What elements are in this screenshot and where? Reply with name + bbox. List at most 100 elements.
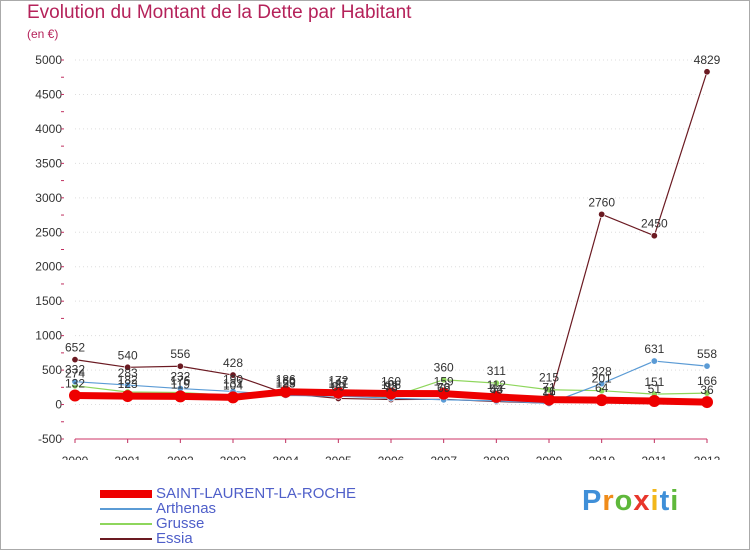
data-label: 190 xyxy=(223,372,243,386)
data-label: 311 xyxy=(487,364,506,378)
data-point xyxy=(124,381,132,389)
y-tick-label: 2500 xyxy=(35,225,62,239)
x-tick-label: 2011 xyxy=(641,454,667,460)
legend-swatch-saint-laurent xyxy=(100,490,152,498)
data-label: 186 xyxy=(276,373,296,387)
data-label: 159 xyxy=(434,375,454,389)
data-point xyxy=(385,387,397,400)
data-label: 64 xyxy=(595,381,609,395)
x-tick-label: 2000 xyxy=(62,454,89,460)
data-point xyxy=(176,362,184,370)
data-label: 2760 xyxy=(588,195,615,209)
data-label: 43 xyxy=(490,383,504,397)
x-tick-label: 2004 xyxy=(272,454,299,460)
data-label: 160 xyxy=(381,375,401,389)
data-label: 106 xyxy=(381,378,401,392)
y-tick-label: 2000 xyxy=(35,260,62,274)
data-label: 123 xyxy=(118,377,138,391)
data-label: 4829 xyxy=(694,53,721,67)
data-label: 283 xyxy=(118,366,138,380)
y-tick-label: 4500 xyxy=(35,87,62,101)
data-point xyxy=(332,386,345,399)
y-tick-label: 3500 xyxy=(35,156,62,170)
data-point xyxy=(650,232,658,240)
data-point xyxy=(595,394,608,407)
data-point xyxy=(545,386,553,394)
data-label: 166 xyxy=(697,374,717,388)
series-layer xyxy=(69,68,713,409)
legend-label-grusse: Grusse xyxy=(156,515,205,532)
data-point xyxy=(440,376,448,384)
data-label: 89 xyxy=(332,379,346,393)
x-tick-label: 2008 xyxy=(483,454,510,460)
data-label: 129 xyxy=(276,377,296,391)
data-point xyxy=(279,385,292,398)
data-point xyxy=(174,390,187,403)
x-tick-label: 2009 xyxy=(536,454,563,460)
data-label: 215 xyxy=(539,371,559,385)
x-tick-label: 2007 xyxy=(430,454,457,460)
data-point xyxy=(71,378,79,386)
data-point xyxy=(227,391,239,404)
proxiti-logo: Proxiti xyxy=(582,485,680,517)
x-tick-label: 2002 xyxy=(167,454,194,460)
legend-label-arthenas: Arthenas xyxy=(156,500,217,517)
data-point xyxy=(69,389,81,402)
data-label: 131 xyxy=(223,377,243,391)
x-tick-label: 2005 xyxy=(325,454,352,460)
y-tick-label: 0 xyxy=(55,398,62,412)
x-tick-label: 2012 xyxy=(694,454,721,460)
data-point xyxy=(492,379,500,387)
data-point xyxy=(229,371,237,379)
data-label: 328 xyxy=(592,365,612,379)
x-tick-label: 2010 xyxy=(588,454,615,460)
data-point xyxy=(437,387,450,400)
data-point xyxy=(703,362,711,370)
y-tick-label: -500 xyxy=(38,432,62,446)
data-label: 76 xyxy=(437,380,451,394)
chart-subtitle: (en €) xyxy=(27,27,59,41)
data-label: 540 xyxy=(118,348,138,362)
data-point xyxy=(598,387,606,395)
data-point xyxy=(121,390,134,403)
data-label: 73 xyxy=(384,381,398,395)
data-label: 428 xyxy=(223,356,243,370)
legend-label-saint-laurent: SAINT-LAURENT-LA-ROCHE xyxy=(156,485,357,502)
data-label: 360 xyxy=(434,361,454,375)
data-labels: 652 540 556 428 2760 2450 4829 360 311 328 631 558 3… xyxy=(65,53,721,399)
legend-swatch-arthenas xyxy=(100,508,152,510)
data-label: 121 xyxy=(328,377,348,391)
data-point xyxy=(490,390,503,403)
chart-title: Evolution du Montant de la Dette par Hab… xyxy=(27,2,412,23)
y-tick-label: 1500 xyxy=(35,294,62,308)
data-label: 160 xyxy=(276,375,296,389)
axes: 5000450040003500300025002000150010005000… xyxy=(35,53,720,460)
data-label: 182 xyxy=(118,373,138,387)
data-label: 133 xyxy=(276,376,296,390)
data-label: 69 xyxy=(437,381,451,395)
data-point xyxy=(598,380,606,388)
data-label: 132 xyxy=(65,376,85,390)
y-tick-label: 4000 xyxy=(35,122,62,136)
x-tick-label: 2006 xyxy=(378,454,405,460)
data-label: 2450 xyxy=(641,217,668,231)
x-tick-label: 2003 xyxy=(220,454,247,460)
line-chart: 5000450040003500300025002000150010005000… xyxy=(35,53,721,460)
data-label: 93 xyxy=(384,379,398,393)
data-label: 112 xyxy=(487,378,506,392)
data-point xyxy=(650,357,658,365)
x-tick-label: 2001 xyxy=(114,454,141,460)
data-point xyxy=(543,393,555,406)
y-tick-label: 500 xyxy=(42,363,62,377)
data-label: 172 xyxy=(328,374,348,388)
data-label: 176 xyxy=(170,373,190,387)
y-tick-label: 3000 xyxy=(35,191,62,205)
legend-label-essia: Essia xyxy=(156,530,193,547)
data-label: 151 xyxy=(644,375,664,389)
data-label: 558 xyxy=(697,347,717,361)
data-label: 556 xyxy=(170,347,190,361)
data-point xyxy=(701,396,713,409)
data-label: 54 xyxy=(490,382,504,396)
legend-swatch-grusse xyxy=(100,523,152,525)
